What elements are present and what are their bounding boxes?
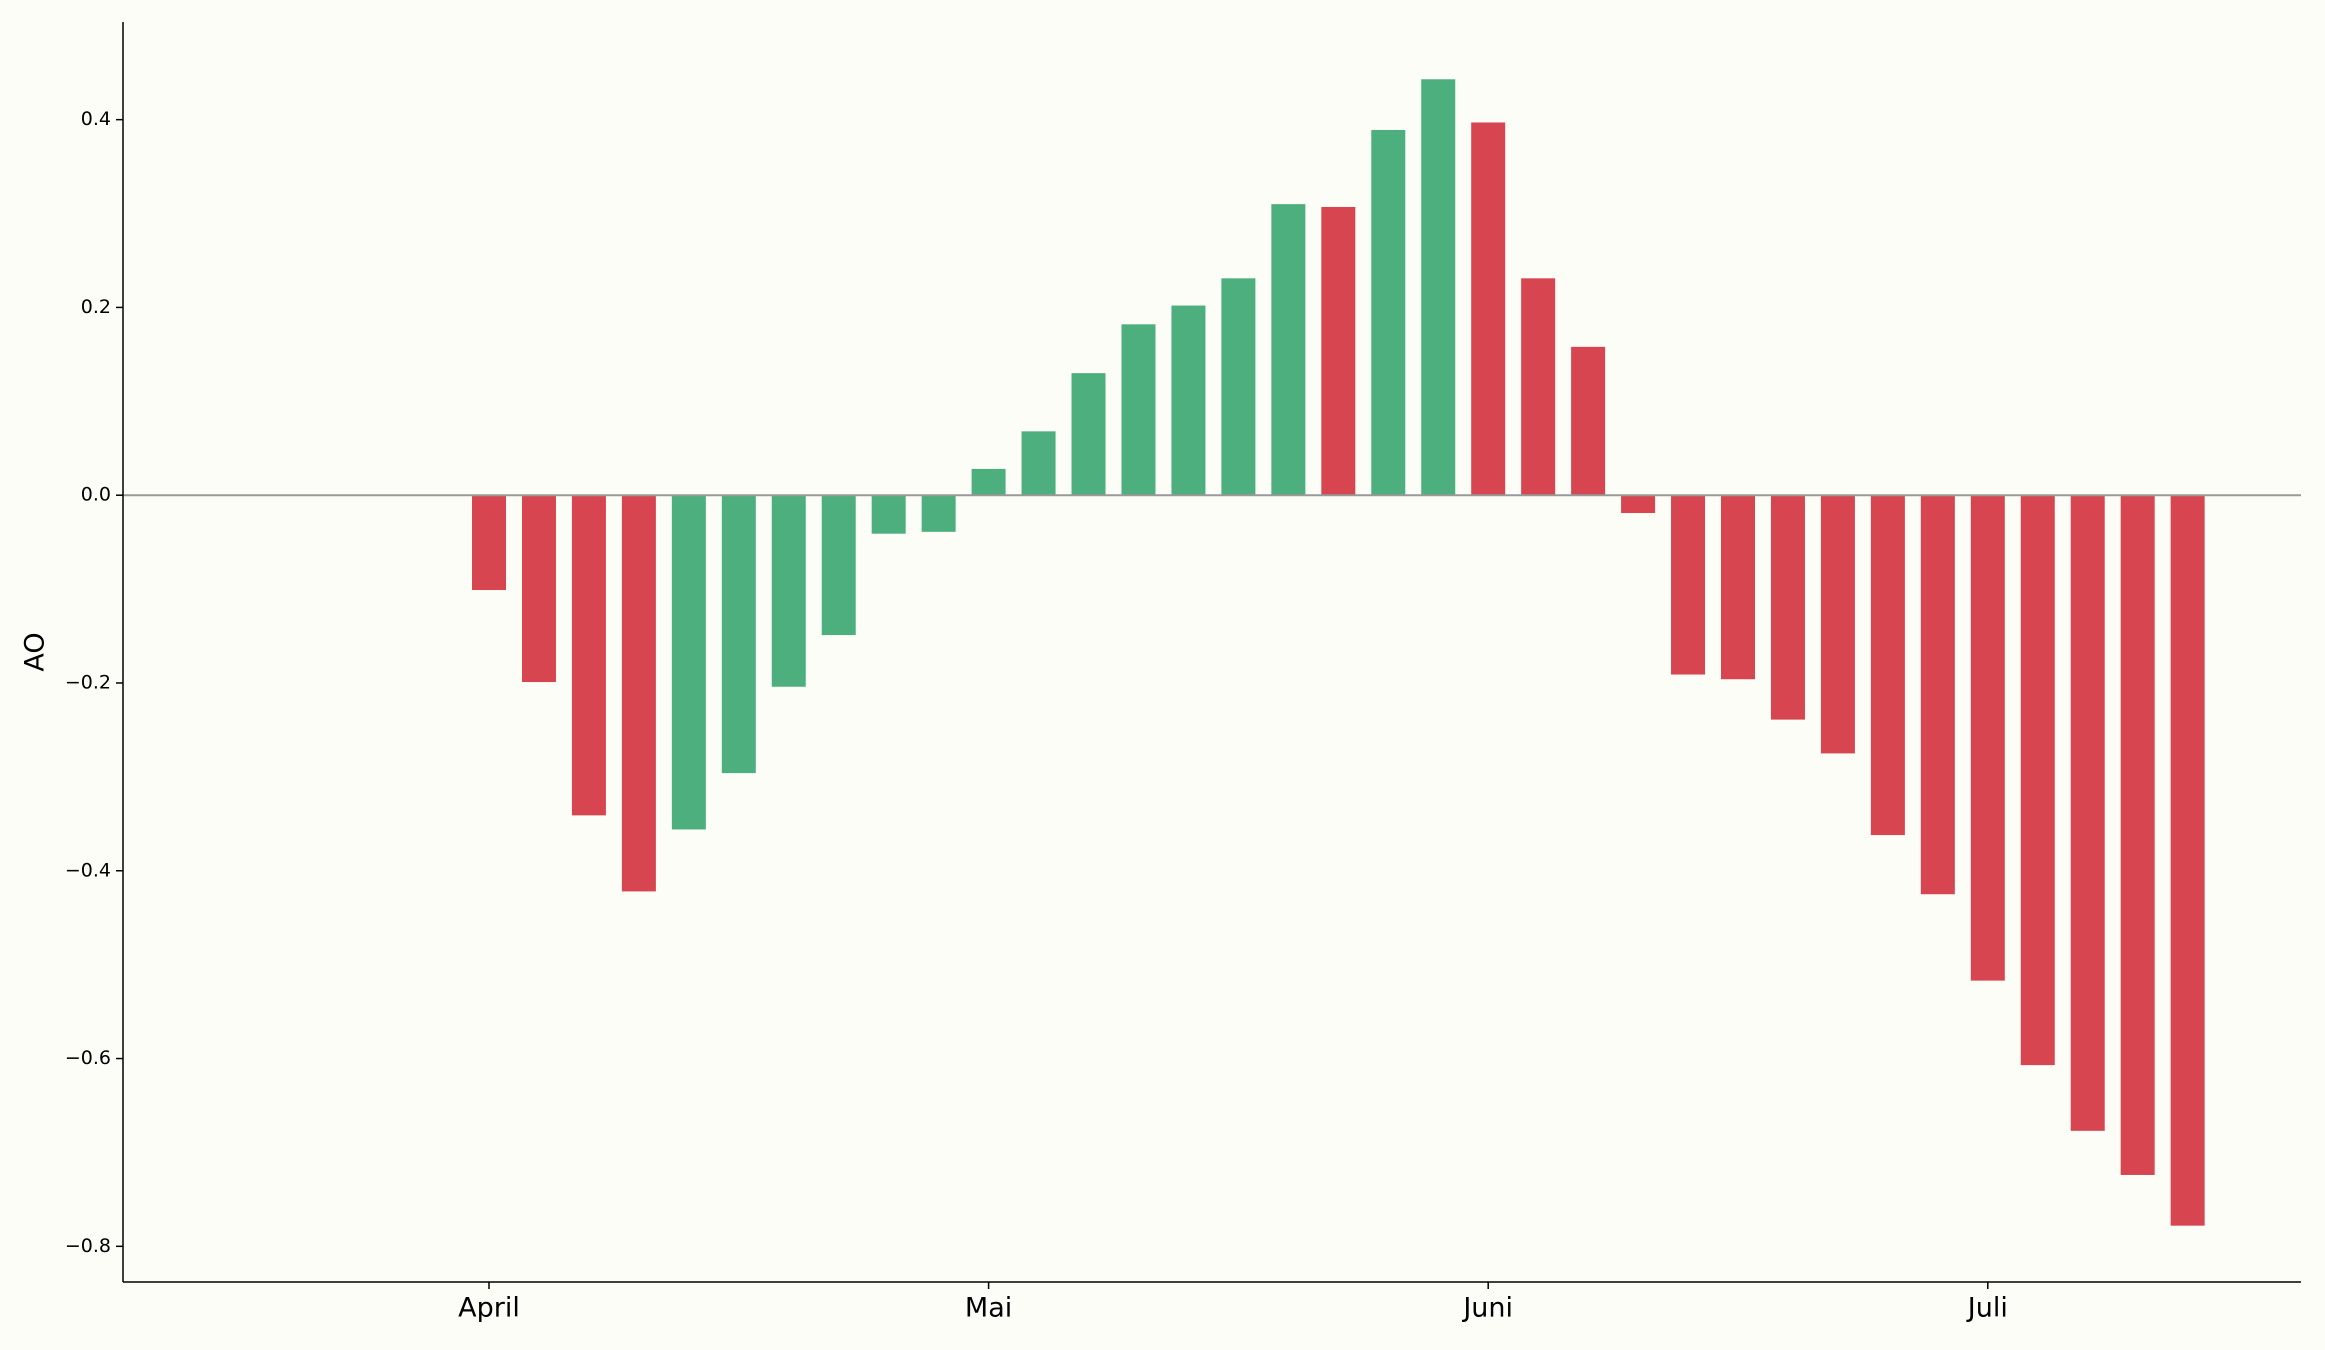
y-tick-label: −0.6: [65, 1047, 111, 1069]
bar: [521, 495, 556, 683]
bar: [971, 468, 1006, 496]
bar: [2020, 495, 2055, 1066]
bar: [2170, 495, 2205, 1226]
y-tick-label: 0.4: [81, 108, 111, 130]
y-tick-label: −0.8: [65, 1235, 111, 1257]
y-tick-label: −0.2: [65, 671, 111, 693]
bar: [1421, 79, 1456, 496]
bar: [1371, 129, 1406, 496]
bar: [1521, 278, 1556, 496]
bar: [1221, 278, 1256, 496]
bar: [2120, 495, 2155, 1175]
y-axis-label: AO: [20, 632, 51, 671]
bar: [1321, 206, 1356, 496]
bar: [1770, 495, 1805, 720]
bar: [1671, 495, 1706, 675]
bar: [1021, 431, 1056, 496]
bar: [1271, 204, 1306, 496]
bar: [1970, 495, 2005, 981]
bar: [1121, 324, 1156, 496]
bar: [671, 495, 706, 830]
bar: [821, 495, 856, 636]
bar: [1171, 305, 1206, 496]
bar: [771, 495, 806, 687]
bar: [1820, 495, 1855, 754]
x-tick-label: Juni: [1461, 1293, 1513, 1324]
bar: [1920, 495, 1955, 895]
bar: [472, 495, 506, 591]
y-tick-label: 0.0: [81, 484, 111, 506]
bar: [621, 495, 656, 892]
bar: [871, 495, 906, 534]
bar: [921, 495, 956, 532]
bar: [1621, 495, 1656, 514]
y-tick-label: −0.4: [65, 859, 111, 881]
x-tick-label: Juli: [1966, 1293, 2008, 1324]
bar: [571, 495, 606, 816]
bar: [1870, 495, 1905, 836]
bar: [2070, 495, 2105, 1131]
bar: [1571, 346, 1606, 496]
x-tick-label: April: [458, 1293, 520, 1324]
y-tick-label: 0.2: [81, 296, 111, 318]
bar: [721, 495, 756, 774]
bar: [1071, 373, 1106, 496]
bar: [1471, 122, 1506, 496]
x-tick-label: Mai: [965, 1293, 1012, 1324]
bar: [1721, 495, 1755, 680]
